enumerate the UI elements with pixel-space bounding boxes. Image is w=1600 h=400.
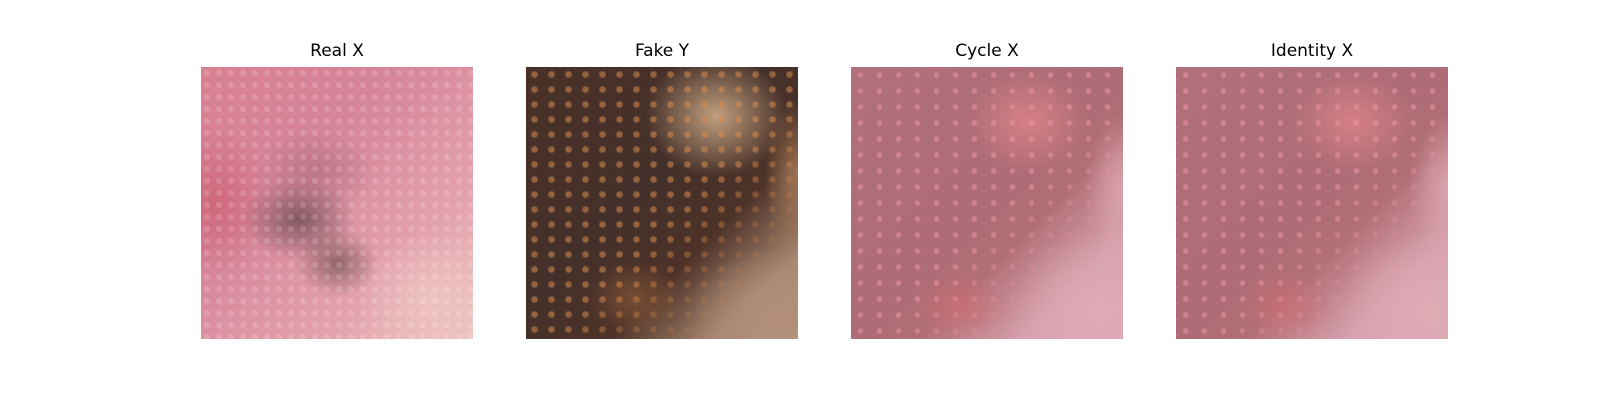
panel-title-cycle-x: Cycle X (955, 41, 1019, 61)
panel-identity-x: Identity X (1176, 40, 1448, 339)
panel-fake-y: Fake Y (526, 40, 798, 339)
skin-lesion-image-cycle-x (851, 67, 1123, 339)
panel-title-real-x: Real X (310, 41, 364, 61)
panel-cycle-x: Cycle X (851, 40, 1123, 339)
skin-lesion-image-real-x (201, 67, 473, 339)
panel-real-x: Real X (201, 40, 473, 339)
skin-lesion-image-fake-y (526, 67, 798, 339)
skin-lesion-image-identity-x (1176, 67, 1448, 339)
panel-title-identity-x: Identity X (1270, 41, 1354, 61)
panel-title-fake-y: Fake Y (634, 41, 690, 61)
